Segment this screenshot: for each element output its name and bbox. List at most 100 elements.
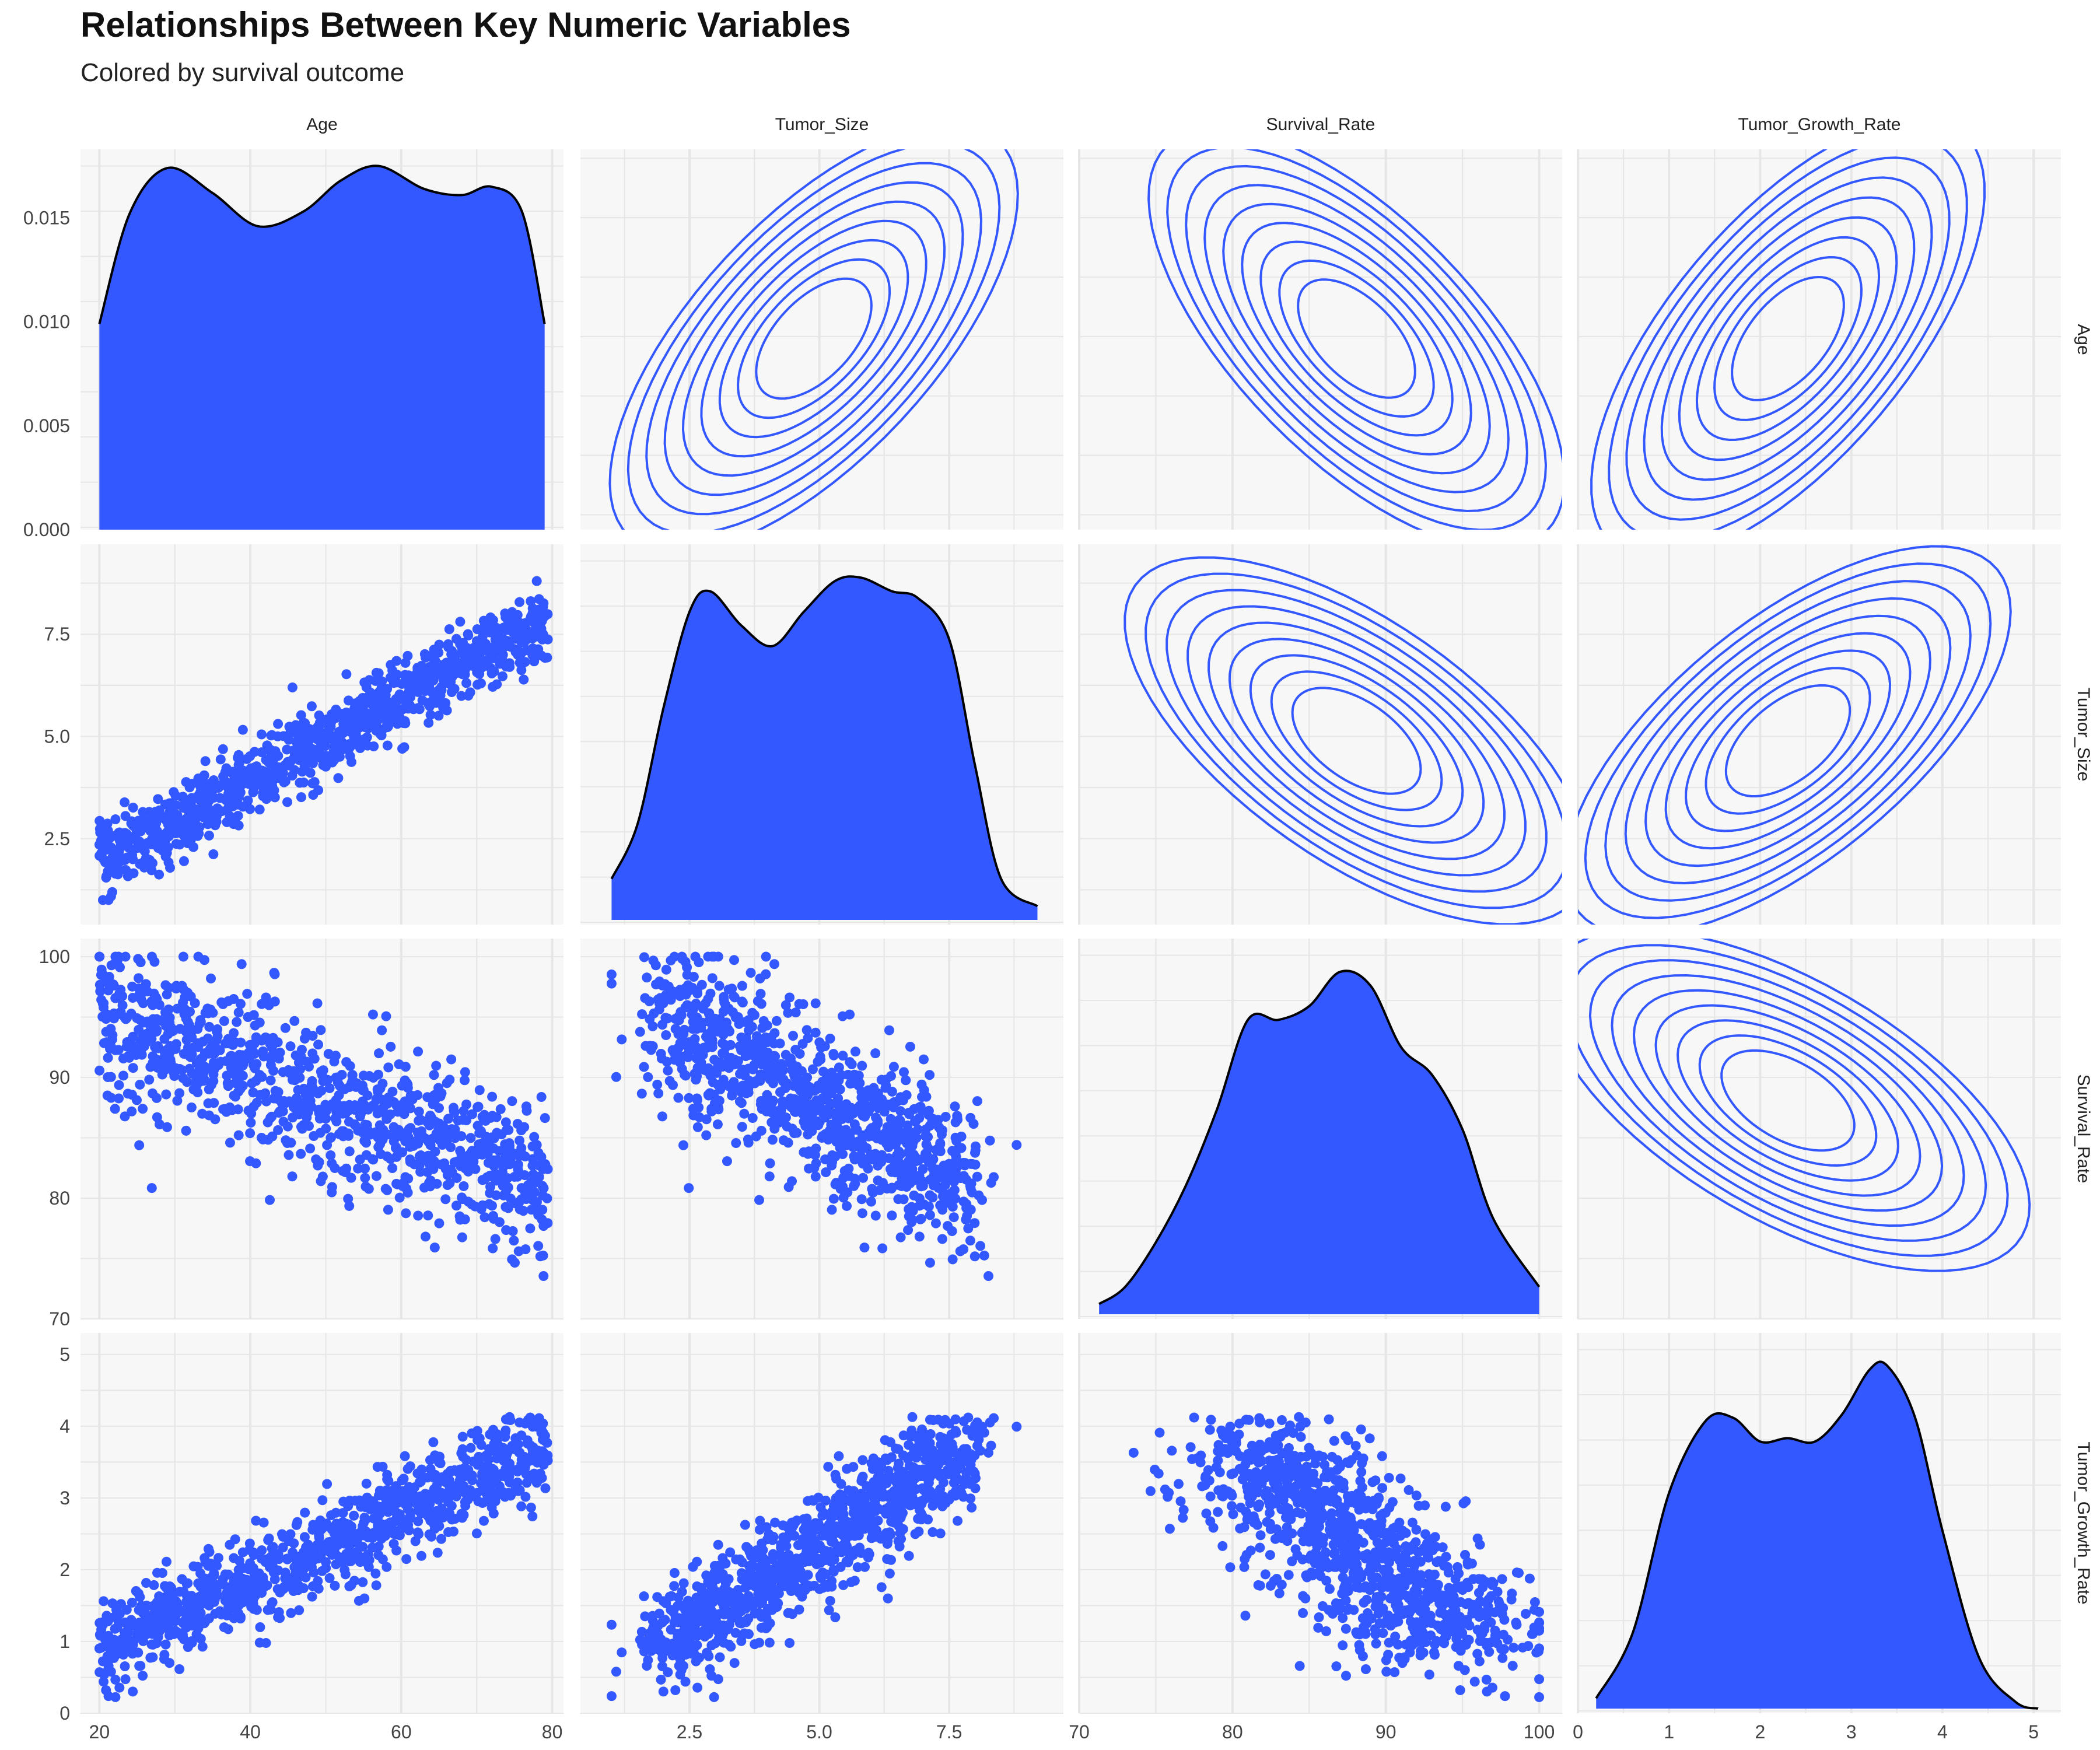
scatter-point [134,1024,144,1035]
scatter-point [337,709,347,719]
scatter-point [410,1536,421,1546]
scatter-point [361,1478,372,1489]
scatter-point [460,1067,470,1077]
scatter-point [242,1574,252,1585]
scatter-point [163,842,173,853]
scatter-point [97,842,108,853]
scatter-point [368,708,378,718]
scatter-point [412,1090,423,1100]
scatter-point [884,1025,894,1035]
scatter-point [172,810,183,820]
scatter-point [249,1038,260,1049]
scatter-point [280,1023,290,1033]
scatter-point [821,1167,831,1178]
scatter-point [426,1531,437,1542]
scatter-point [204,786,215,797]
scatter-point [488,651,499,662]
scatter-point [482,1452,492,1463]
scatter-point [484,1472,495,1483]
scatter-point [463,630,474,640]
scatter-point [810,1171,821,1182]
scatter-point [949,1212,959,1223]
scatter-point [96,970,106,980]
scatter-point [522,631,533,641]
scatter-point [975,1241,986,1251]
scatter-point [133,839,144,849]
scatter-point [907,1412,918,1422]
scatter-point [661,1030,671,1041]
scatter-point [309,1054,320,1064]
scatter-point [347,1528,358,1539]
scatter-point [857,1130,867,1140]
scatter-point [448,1102,459,1113]
row-strip-age: Age [2074,324,2093,355]
scatter-point [509,1236,519,1246]
scatter-point [842,1187,853,1198]
scatter-point [397,704,408,715]
y-tick-label-tumor-size: 5.0 [44,726,70,747]
scatter-point [951,1136,962,1146]
scatter-point [327,1099,338,1110]
scatter-point [400,1062,411,1072]
scatter-point [887,1210,897,1221]
scatter-point [376,1534,387,1544]
scatter-point [914,1113,925,1124]
scatter-point [862,1154,872,1165]
scatter-point [138,1671,148,1681]
scatter-point [230,1534,240,1545]
scatter-point [770,1517,780,1528]
scatter-point [491,1175,502,1186]
scatter-point [834,1451,844,1461]
scatter-point [839,1107,850,1117]
y-tick-label-density: 0.010 [23,312,70,332]
scatter-point [834,1062,844,1073]
scatter-point [422,1167,433,1177]
scatter-point [287,682,298,692]
scatter-point [925,1258,935,1268]
scatter-point [606,978,617,989]
scatter-point [243,767,254,778]
y-tick-label-density: 0.015 [23,208,70,229]
scatter-point [802,1025,812,1035]
scatter-point [180,798,190,808]
scatter-point [111,1605,121,1615]
scatter-point [453,1115,463,1126]
scatter-point [163,1592,173,1603]
scatter-point [429,696,440,706]
scatter-point [937,1234,947,1244]
scatter-point [738,1038,748,1049]
scatter-point [167,802,177,813]
scatter-point [204,1547,215,1558]
scatter-point [417,1130,428,1141]
scatter-point [744,1047,755,1058]
scatter-point [242,754,252,764]
scatter-point [480,1212,490,1223]
scatter-point [387,1163,398,1174]
scatter-point [178,1073,188,1083]
scatter-point [828,1084,839,1094]
scatter-point [537,1214,547,1225]
scatter-point [494,1481,505,1492]
scatter-point [314,1157,324,1167]
scatter-point [206,1572,217,1583]
scatter-point [401,1208,411,1219]
scatter-point [364,1555,374,1565]
scatter-point [300,1507,310,1518]
scatter-point [388,1097,399,1107]
scatter-point [313,785,324,796]
scatter-point [413,1138,424,1149]
scatter-point [120,797,130,807]
scatter-point [722,1156,732,1167]
scatter-point [447,1514,457,1525]
scatter-point [682,962,692,972]
scatter-point [606,1619,617,1630]
scatter-point [904,1550,914,1561]
scatter-point [183,838,193,848]
scatter-point [367,1533,377,1544]
scatter-point [415,1491,426,1502]
scatter-point [237,1080,248,1091]
scatter-point [171,984,181,994]
scatter-point [688,1024,698,1034]
scatter-point [901,1182,912,1192]
scatter-point [192,1024,203,1034]
